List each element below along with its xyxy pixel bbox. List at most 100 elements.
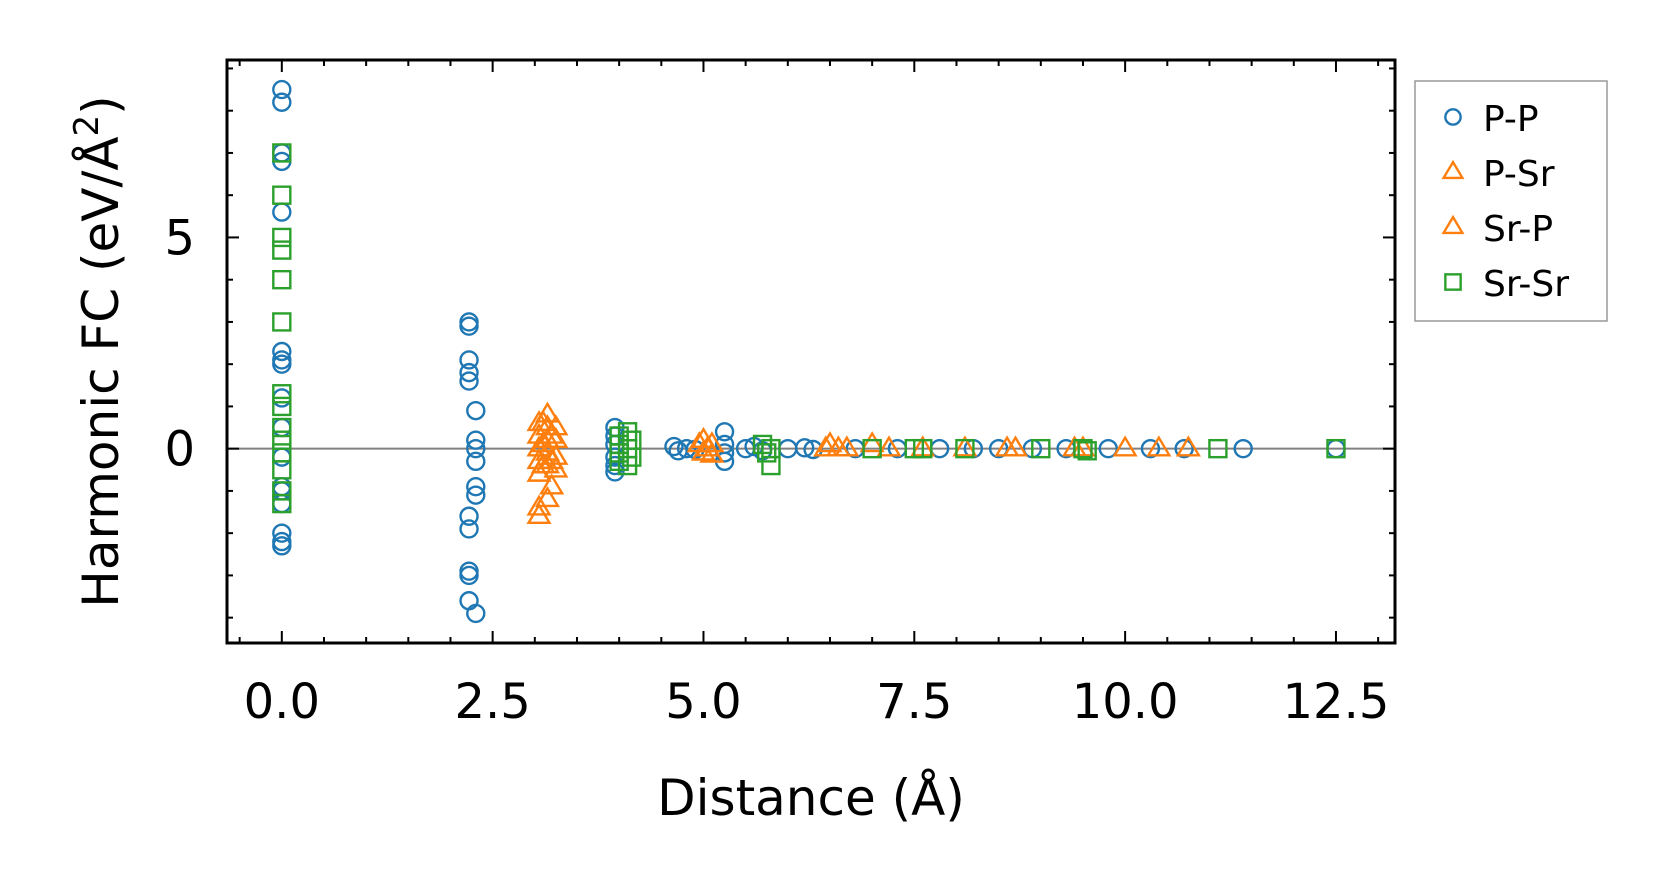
series-sr-p xyxy=(530,409,1201,495)
data-point-sr-sr xyxy=(272,430,292,450)
x-tick-label: 2.5 xyxy=(454,674,530,730)
data-point-sr-p xyxy=(695,435,721,457)
data-point-sr-sr xyxy=(757,443,777,463)
data-point-p-p xyxy=(466,430,486,450)
data-point-sr-p xyxy=(876,435,902,457)
legend-marker-p-p xyxy=(1444,108,1462,126)
data-point-sr-sr xyxy=(622,447,642,467)
data-point-sr-sr xyxy=(1031,438,1051,459)
data-point-p-sr xyxy=(543,443,569,465)
data-point-sr-p xyxy=(539,473,565,495)
data-point-p-p xyxy=(272,536,292,556)
data-point-p-p xyxy=(794,438,815,458)
data-point-sr-sr xyxy=(272,384,292,404)
legend-marker-sr-p xyxy=(1441,214,1465,235)
data-point-sr-sr xyxy=(272,185,292,205)
plot-frame xyxy=(225,58,1397,645)
data-point-p-p xyxy=(272,493,292,514)
data-point-sr-p xyxy=(1175,435,1201,457)
data-point-p-p xyxy=(1098,438,1118,459)
data-point-p-p xyxy=(272,202,292,222)
x-tick-label: 0.0 xyxy=(244,674,320,730)
legend-label-p-p: P-P xyxy=(1483,99,1539,140)
data-point-p-p xyxy=(459,362,479,383)
y-axis-label: Harmonic FC (eV/Å2) xyxy=(67,95,130,607)
legend: P-P P-Sr Sr-P Sr-Sr xyxy=(1414,80,1608,322)
data-point-p-p xyxy=(272,341,292,362)
data-point-sr-sr xyxy=(761,455,781,476)
data-point-sr-sr xyxy=(272,443,292,463)
data-point-p-sr xyxy=(1112,435,1138,457)
x-tick-label: 5.0 xyxy=(665,674,741,730)
data-point-p-sr xyxy=(699,431,725,453)
data-point-p-p xyxy=(1174,438,1194,459)
data-point-sr-sr xyxy=(272,460,292,480)
data-point-p-p xyxy=(459,316,479,336)
data-point-p-p xyxy=(676,438,697,459)
data-point-p-p xyxy=(459,561,479,581)
data-point-sr-sr xyxy=(1208,438,1228,459)
data-point-sr-sr xyxy=(272,240,292,260)
data-point-p-p xyxy=(714,422,735,442)
data-point-sr-sr xyxy=(1073,438,1093,459)
y-tick-label: 0 xyxy=(164,422,195,478)
data-point-p-sr xyxy=(534,486,561,508)
data-point-p-p xyxy=(1140,438,1161,459)
legend-marker-sr-sr xyxy=(1444,273,1462,291)
data-point-p-p xyxy=(272,476,292,497)
legend-marker-p-sr xyxy=(1441,159,1465,180)
y-tick-label: 5 xyxy=(164,210,195,266)
data-point-sr-sr xyxy=(272,481,292,501)
x-tick-label: 7.5 xyxy=(876,674,952,730)
data-point-p-sr xyxy=(859,431,885,453)
data-point-p-p xyxy=(605,462,625,482)
data-point-sr-p xyxy=(952,435,978,457)
data-point-p-p xyxy=(466,485,486,505)
data-point-sr-sr xyxy=(1326,438,1346,459)
data-point-p-p xyxy=(459,350,479,370)
data-point-sr-p xyxy=(530,409,556,432)
data-point-p-p xyxy=(272,92,292,112)
series-sr-sr xyxy=(272,143,1346,514)
data-point-sr-sr xyxy=(272,417,292,438)
data-point-p-p xyxy=(459,371,479,391)
data-point-sr-sr xyxy=(913,438,933,459)
y-axis-label-close: ) xyxy=(72,95,130,115)
x-tick-label: 10.0 xyxy=(1072,674,1179,730)
data-point-sr-sr xyxy=(272,396,292,417)
legend-label-sr-sr: Sr-Sr xyxy=(1483,264,1569,305)
data-point-sr-p xyxy=(530,452,556,474)
data-point-p-p xyxy=(466,603,486,624)
data-point-p-p xyxy=(272,417,292,438)
data-point-p-p xyxy=(988,438,1009,459)
data-point-p-p xyxy=(459,565,479,586)
legend-label-p-sr: P-Sr xyxy=(1483,154,1555,195)
y-axis-label-superscript: 2 xyxy=(67,115,107,137)
data-point-p-p xyxy=(459,519,479,539)
data-point-p-p xyxy=(1233,438,1253,459)
data-point-p-p xyxy=(459,506,479,526)
data-point-sr-p xyxy=(834,435,860,457)
data-point-sr-p xyxy=(1002,435,1029,457)
data-point-sr-sr xyxy=(955,438,975,459)
data-point-p-p xyxy=(272,354,292,374)
data-point-sr-sr xyxy=(272,143,292,163)
data-point-sr-sr xyxy=(1077,441,1097,461)
data-point-sr-sr xyxy=(272,312,292,332)
series-p-p xyxy=(272,79,1346,624)
data-point-p-p xyxy=(459,312,479,332)
data-point-p-p xyxy=(466,451,486,472)
data-point-p-p xyxy=(466,438,486,459)
data-point-p-p xyxy=(466,400,486,421)
data-point-sr-p xyxy=(813,435,839,457)
data-point-p-sr xyxy=(526,502,552,525)
marks-layer xyxy=(272,79,1346,624)
data-point-p-p xyxy=(466,476,486,497)
y-axis-label-main: Harmonic FC (eV/Å xyxy=(72,136,130,607)
x-tick-label: 12.5 xyxy=(1283,674,1390,730)
data-point-sr-sr xyxy=(272,493,292,514)
data-point-sr-p xyxy=(539,422,565,444)
x-axis-label: Distance (Å) xyxy=(657,769,965,827)
